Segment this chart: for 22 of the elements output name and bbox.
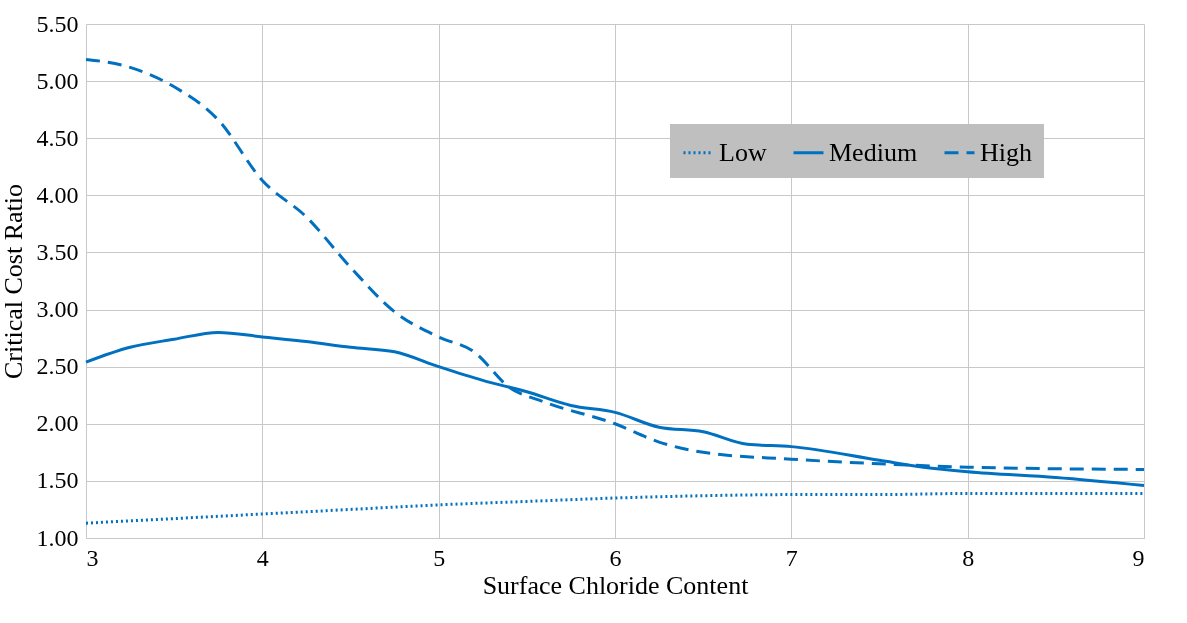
legend-label: High	[980, 137, 1032, 167]
x-tick-label: 8	[962, 544, 975, 571]
y-tick-label: 2.50	[36, 353, 79, 380]
y-tick-label: 1.00	[36, 524, 79, 551]
x-tick-label: 9	[1132, 544, 1145, 571]
y-tick-label: 1.50	[36, 467, 79, 494]
legend-label: Low	[719, 137, 767, 167]
y-tick-label: 5.50	[36, 10, 79, 37]
y-tick-label: 4.00	[36, 181, 79, 208]
x-tick-label: 4	[256, 544, 269, 571]
x-tick-label: 5	[433, 544, 446, 571]
y-tick-label: 4.50	[36, 124, 79, 151]
y-tick-label: 2.00	[36, 410, 79, 437]
x-axis-title: Surface Chloride Content	[482, 570, 750, 600]
y-axis-title: Critical Cost Ratio	[0, 184, 28, 379]
legend-label: Medium	[829, 137, 918, 167]
x-tick-label: 3	[86, 544, 99, 571]
x-tick-label: 7	[785, 544, 798, 571]
y-tick-label: 5.00	[36, 67, 79, 94]
y-tick-label: 3.00	[36, 296, 79, 323]
x-tick-label: 6	[609, 544, 622, 571]
y-tick-label: 3.50	[36, 238, 79, 265]
